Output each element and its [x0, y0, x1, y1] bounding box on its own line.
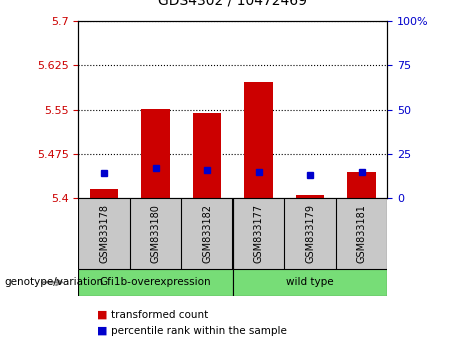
Text: GDS4302 / 10472469: GDS4302 / 10472469: [158, 0, 307, 7]
Bar: [244, 82, 273, 198]
Text: GSM833179: GSM833179: [305, 204, 315, 263]
Text: Gfi1b-overexpression: Gfi1b-overexpression: [100, 277, 212, 287]
Text: wild type: wild type: [286, 277, 334, 287]
Bar: [78, 269, 233, 296]
Text: ■: ■: [97, 310, 107, 320]
Text: GSM833178: GSM833178: [99, 204, 109, 263]
Text: GSM833180: GSM833180: [151, 204, 160, 263]
Bar: [142, 109, 170, 198]
Text: ■: ■: [97, 326, 107, 336]
Text: GSM833182: GSM833182: [202, 204, 212, 263]
Bar: [296, 195, 324, 198]
Text: GSM833177: GSM833177: [254, 204, 264, 263]
Bar: [90, 189, 118, 198]
Bar: [347, 172, 376, 198]
Bar: [193, 113, 221, 198]
Text: GSM833181: GSM833181: [356, 204, 366, 263]
Text: transformed count: transformed count: [111, 310, 208, 320]
Bar: [233, 269, 387, 296]
Text: percentile rank within the sample: percentile rank within the sample: [111, 326, 287, 336]
Text: genotype/variation: genotype/variation: [5, 277, 104, 287]
